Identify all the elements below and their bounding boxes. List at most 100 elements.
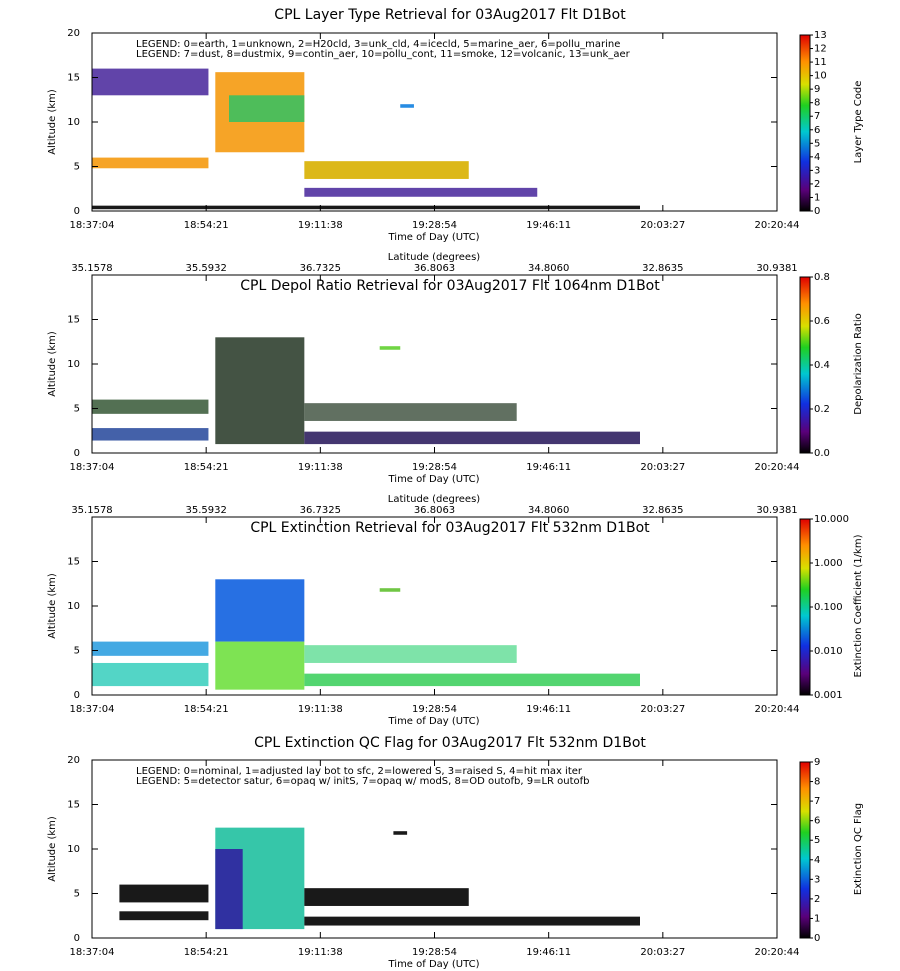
chart-title: CPL Layer Type Retrieval for 03Aug2017 F… xyxy=(274,7,626,23)
x-tick-label: 19:28:54 xyxy=(412,947,457,958)
chart-title: CPL Extinction Retrieval for 03Aug2017 F… xyxy=(250,520,650,536)
y-axis-label: Altitude (km) xyxy=(47,816,58,882)
retrieval-feature xyxy=(92,399,209,414)
retrieval-feature xyxy=(304,888,469,906)
colorbar xyxy=(799,34,811,212)
y-tick-label: 10 xyxy=(67,117,80,128)
retrieval-feature xyxy=(119,911,209,921)
colorbar-tick-label: 4 xyxy=(814,855,820,866)
y-axis-label: Altitude (km) xyxy=(47,331,58,397)
x-tick-label: 20:20:44 xyxy=(755,220,800,231)
colorbar-tick-label: 10 xyxy=(814,71,827,82)
colorbar-tick-label: 11 xyxy=(814,57,827,68)
x-tick-label: 18:54:21 xyxy=(184,947,229,958)
x-tick-label: 20:03:27 xyxy=(640,947,685,958)
y-tick-label: 5 xyxy=(74,646,80,657)
y-tick-label: 0 xyxy=(74,448,80,459)
y-axis-label: Altitude (km) xyxy=(47,89,58,155)
y-tick-label: 0 xyxy=(74,206,80,217)
y-tick-label: 15 xyxy=(67,73,80,84)
colorbar-tick-label: 0.2 xyxy=(814,404,830,415)
x2-tick-label: 35.5932 xyxy=(185,505,226,516)
retrieval-feature xyxy=(215,641,305,690)
colorbar-tick-label: 5 xyxy=(814,835,820,846)
colorbar-tick-label: 3 xyxy=(814,874,820,885)
x-tick-label: 20:20:44 xyxy=(755,947,800,958)
y-tick-label: 20 xyxy=(67,755,80,766)
x-tick-label: 18:37:04 xyxy=(70,462,115,473)
retrieval-feature xyxy=(379,346,401,350)
y-tick-label: 5 xyxy=(74,404,80,415)
retrieval-feature xyxy=(92,428,209,441)
colorbar-tick-label: 13 xyxy=(814,30,827,41)
colorbar-tick-label: 5 xyxy=(814,138,820,149)
colorbar-tick-label: 8 xyxy=(814,777,820,788)
colorbar-tick-label: 3 xyxy=(814,165,820,176)
colorbar-tick-label: 1 xyxy=(814,913,820,924)
retrieval-feature xyxy=(92,205,640,210)
x-axis-label: Time of Day (UTC) xyxy=(387,232,479,243)
colorbar-tick-label: 6 xyxy=(814,816,820,827)
y-tick-label: 0 xyxy=(74,933,80,944)
retrieval-feature xyxy=(229,95,305,122)
colorbar-tick-label: 4 xyxy=(814,152,820,163)
colorbar-tick-label: 12 xyxy=(814,44,827,55)
x-tick-label: 19:11:38 xyxy=(298,704,343,715)
colorbar-tick-label: 7 xyxy=(814,796,820,807)
colorbar-label: Extinction QC Flag xyxy=(853,803,864,895)
retrieval-feature xyxy=(304,645,517,663)
legend-line: LEGEND: 0=nominal, 1=adjusted lay bot to… xyxy=(136,766,583,777)
colorbar-tick-label: 0.6 xyxy=(814,316,830,327)
colorbar-tick-label: 0.4 xyxy=(814,360,830,371)
y-tick-label: 10 xyxy=(67,601,80,612)
x-tick-label: 19:28:54 xyxy=(412,462,457,473)
colorbar-tick-label: 0 xyxy=(814,933,820,944)
colorbar-tick-label: 2 xyxy=(814,894,820,905)
retrieval-feature xyxy=(304,673,640,687)
panel: CPL Depol Ratio Retrieval for 03Aug2017 … xyxy=(47,272,864,516)
x2-tick-label: 30.9381 xyxy=(756,263,797,274)
retrieval-feature xyxy=(215,849,243,930)
retrieval-feature xyxy=(379,588,401,592)
retrieval-feature xyxy=(393,831,408,835)
x-tick-label: 19:11:38 xyxy=(298,462,343,473)
y-tick-label: 15 xyxy=(67,315,80,326)
retrieval-feature xyxy=(92,68,209,96)
panel: CPL Extinction QC Flag for 03Aug2017 Flt… xyxy=(47,735,864,970)
panel: CPL Layer Type Retrieval for 03Aug2017 F… xyxy=(47,7,864,274)
colorbar-tick-label: 8 xyxy=(814,98,820,109)
x2-tick-label: 35.1578 xyxy=(71,263,112,274)
y-tick-label: 20 xyxy=(67,28,80,39)
colorbar-label: Extinction Coefficient (1/km) xyxy=(853,534,864,677)
x-tick-label: 20:03:27 xyxy=(640,220,685,231)
x2-tick-label: 35.5932 xyxy=(185,263,226,274)
colorbar-label: Depolarization Ratio xyxy=(853,313,864,415)
x2-tick-label: 36.7325 xyxy=(300,263,341,274)
x-tick-label: 20:20:44 xyxy=(755,462,800,473)
x-tick-label: 19:28:54 xyxy=(412,220,457,231)
chart-title: CPL Extinction QC Flag for 03Aug2017 Flt… xyxy=(254,735,646,751)
retrieval-feature xyxy=(304,916,640,926)
colorbar-tick-label: 7 xyxy=(814,111,820,122)
x-tick-label: 19:46:11 xyxy=(526,704,571,715)
retrieval-feature xyxy=(215,337,305,445)
x-tick-label: 20:03:27 xyxy=(640,704,685,715)
y-tick-label: 10 xyxy=(67,359,80,370)
colorbar-tick-label: 9 xyxy=(814,84,820,95)
chart-title: CPL Depol Ratio Retrieval for 03Aug2017 … xyxy=(240,278,660,294)
x-tick-label: 18:54:21 xyxy=(184,704,229,715)
x-tick-label: 19:11:38 xyxy=(298,947,343,958)
retrieval-feature xyxy=(215,579,305,642)
y-tick-label: 15 xyxy=(67,800,80,811)
retrieval-feature xyxy=(92,157,209,169)
colorbar-label: Layer Type Code xyxy=(853,81,864,164)
colorbar-tick-label: 9 xyxy=(814,757,820,768)
colorbar-tick-label: 10.000 xyxy=(814,514,849,525)
x-axis-label: Time of Day (UTC) xyxy=(387,959,479,970)
legend-line: LEGEND: 0=earth, 1=unknown, 2=H20cld, 3=… xyxy=(136,39,620,50)
retrieval-feature xyxy=(304,161,469,179)
colorbar xyxy=(799,761,811,939)
colorbar-tick-label: 0 xyxy=(814,206,820,217)
